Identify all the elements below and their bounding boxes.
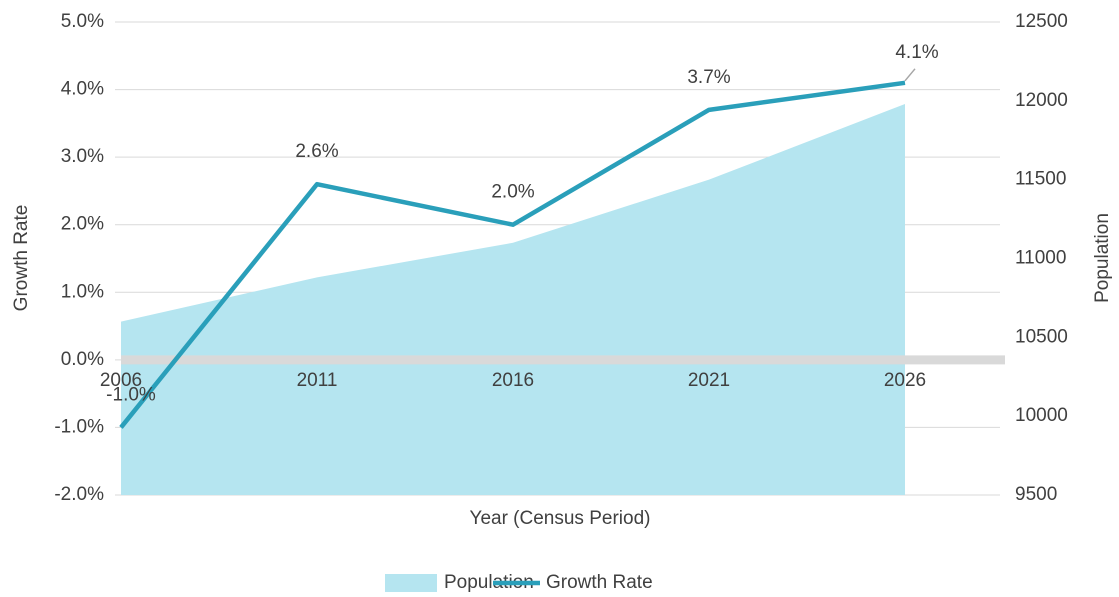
y2-tick-label: 11000 (1015, 248, 1066, 269)
x-axis-title: Year (Census Period) (470, 508, 651, 529)
line (119, 80, 906, 429)
x-tick-label: 2021 (688, 370, 730, 391)
y-axis-title: Growth Rate (11, 205, 32, 312)
y-tick-label: -1.0% (54, 416, 104, 437)
x-tick-label: 2006 (100, 370, 142, 391)
y2-tick-label: 10500 (1015, 326, 1068, 347)
x-tick-label: 2016 (492, 370, 534, 391)
y-tick-label: 3.0% (61, 146, 104, 167)
y2-tick-label: 10000 (1015, 405, 1068, 426)
legend-label: Growth Rate (546, 572, 653, 593)
data-label: 2.0% (491, 182, 534, 203)
data-label: -1.0% (106, 384, 156, 405)
area (121, 103, 905, 495)
y-tick-label: 4.0% (61, 79, 104, 100)
legend-label: Population (444, 572, 534, 593)
leader-line (904, 68, 916, 82)
x-tick-label: 2026 (884, 370, 926, 391)
y-tick-label: 5.0% (61, 11, 104, 32)
x-tick-label: 2011 (297, 370, 338, 391)
data-label: 3.7% (687, 67, 730, 88)
y-tick-label: 1.0% (61, 281, 104, 302)
y2-axis-title: Population (1092, 213, 1113, 303)
y2-tick-label: 11500 (1015, 169, 1066, 190)
y-tick-label: 0.0% (61, 349, 104, 370)
y-tick-label: -2.0% (54, 484, 104, 505)
y2-tick-label: 9500 (1015, 484, 1057, 505)
y2-tick-label: 12500 (1015, 11, 1068, 32)
y2-tick-label: 12000 (1015, 90, 1068, 111)
y-tick-label: 2.0% (61, 214, 104, 235)
legend-swatch (385, 574, 437, 592)
data-label: 4.1% (895, 42, 938, 63)
data-label: 2.6% (295, 141, 338, 162)
